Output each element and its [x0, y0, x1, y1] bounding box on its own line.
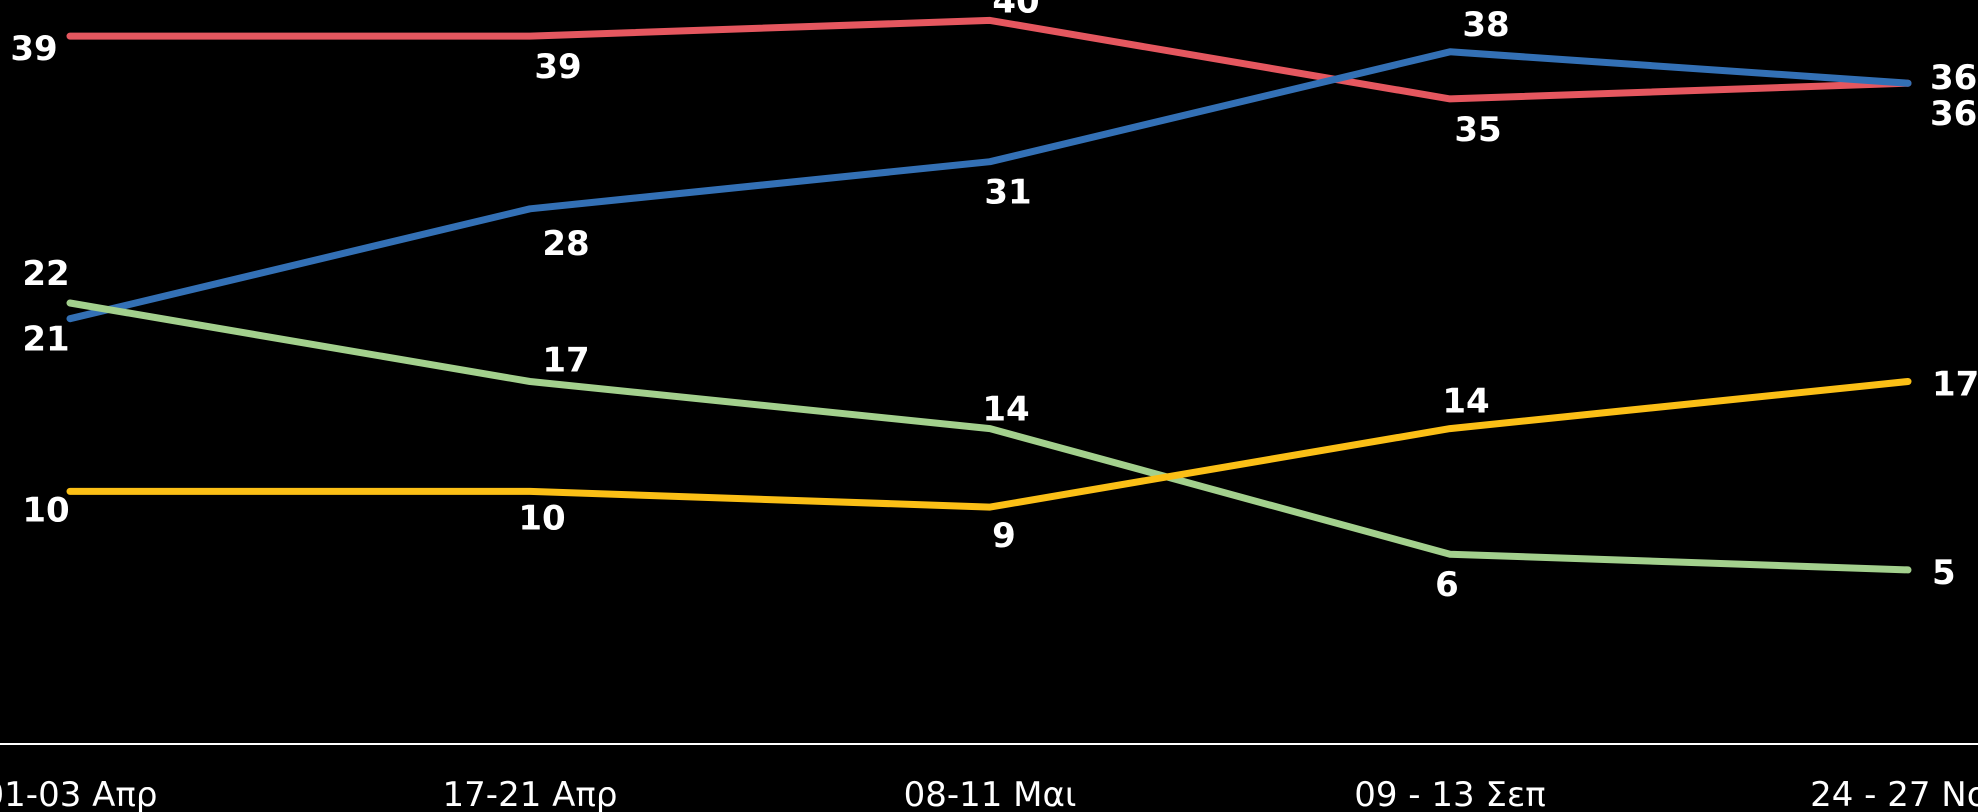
- series-line-1: [66, 16, 1912, 103]
- data-label: 28: [542, 224, 589, 264]
- x-tick-layer: 01-03 Απρ 17-21 Απρ 08-11 Μαι 09 - 13 Σεπ 24…: [0, 775, 1978, 812]
- data-label: 40: [992, 0, 1039, 21]
- data-label: 6: [1435, 565, 1459, 605]
- series-layer: [66, 16, 1912, 574]
- data-label-layer: 39 39 40 35 36 21 28 31 38 36 22 17 14 6 5 10 10 9 14 17: [10, 0, 1978, 605]
- x-tick-label: 17-21 Απρ: [443, 775, 618, 812]
- data-label: 5: [1932, 553, 1956, 593]
- data-label: 14: [1442, 382, 1489, 422]
- series-line-2: [66, 48, 1912, 323]
- data-label: 14: [982, 390, 1029, 430]
- series-line-3: [66, 299, 1912, 574]
- data-label: 21: [22, 320, 69, 360]
- data-label: 10: [22, 490, 69, 530]
- x-tick-label: 01-03 Απρ: [0, 775, 157, 812]
- data-label: 39: [534, 47, 581, 87]
- data-label: 39: [10, 29, 57, 69]
- data-label: 36: [1930, 94, 1977, 134]
- data-label: 10: [518, 498, 565, 538]
- data-label: 31: [984, 173, 1031, 213]
- x-tick-label: 09 - 13 Σεπ: [1354, 775, 1546, 812]
- data-label: 35: [1454, 110, 1501, 150]
- data-label: 38: [1462, 5, 1509, 45]
- data-label: 36: [1930, 58, 1977, 98]
- x-tick-label: 08-11 Μαι: [904, 775, 1077, 812]
- series-line-4: [66, 378, 1912, 511]
- x-tick-label: 24 - 27 Νοε: [1810, 775, 1978, 812]
- data-label: 17: [542, 341, 589, 381]
- data-label: 17: [1932, 365, 1978, 405]
- data-label: 22: [22, 254, 69, 294]
- data-label: 9: [992, 516, 1016, 556]
